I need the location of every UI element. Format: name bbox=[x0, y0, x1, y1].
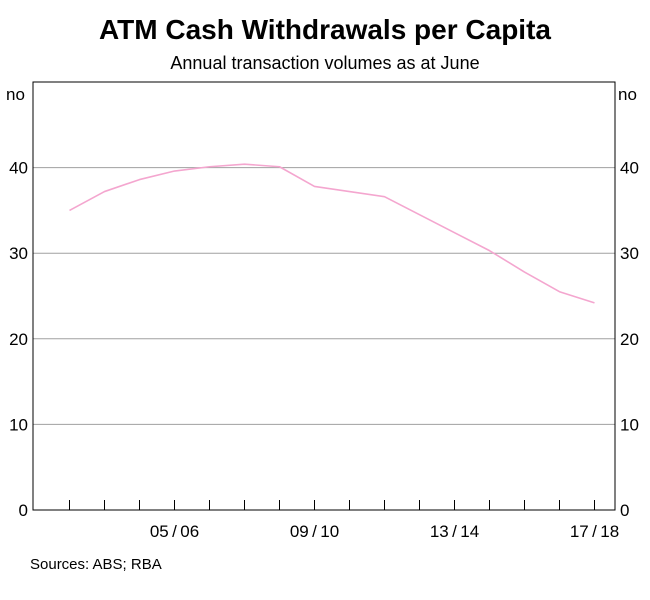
chart-source: Sources: ABS; RBA bbox=[30, 556, 162, 573]
plot-frame bbox=[32, 81, 616, 511]
y-tick-label-left: 10 bbox=[9, 415, 28, 434]
chart-subtitle: Annual transaction volumes as at June bbox=[170, 53, 480, 73]
y-tick-label-left: 20 bbox=[9, 330, 28, 349]
y-tick-label-left: 0 bbox=[19, 501, 28, 520]
x-tick-label: 05 / 06 bbox=[150, 522, 199, 541]
y-ticks: 0 0 10 10 20 20 30 30 40 40 bbox=[9, 159, 639, 520]
series-layer bbox=[69, 163, 595, 304]
series-line bbox=[69, 163, 595, 304]
y-tick-label-right: 10 bbox=[620, 415, 639, 434]
x-tick-label: 17 / 18 bbox=[570, 522, 619, 541]
x-tick-label: 13 / 14 bbox=[430, 522, 479, 541]
y-tick-label-right: 20 bbox=[620, 330, 639, 349]
y-unit-right: no bbox=[618, 85, 637, 104]
chart-title: ATM Cash Withdrawals per Capita bbox=[99, 14, 551, 45]
y-tick-label-right: 40 bbox=[620, 159, 639, 178]
x-ticks: 05 / 06 09 / 10 13 / 14 17 / 18 bbox=[69, 500, 619, 541]
gridlines bbox=[33, 167, 615, 425]
x-tick-label: 09 / 10 bbox=[290, 522, 339, 541]
y-tick-label-right: 30 bbox=[620, 244, 639, 263]
y-unit-left: no bbox=[6, 85, 25, 104]
y-tick-label-left: 30 bbox=[9, 244, 28, 263]
y-tick-label-right: 0 bbox=[620, 501, 629, 520]
y-tick-label-left: 40 bbox=[9, 159, 28, 178]
